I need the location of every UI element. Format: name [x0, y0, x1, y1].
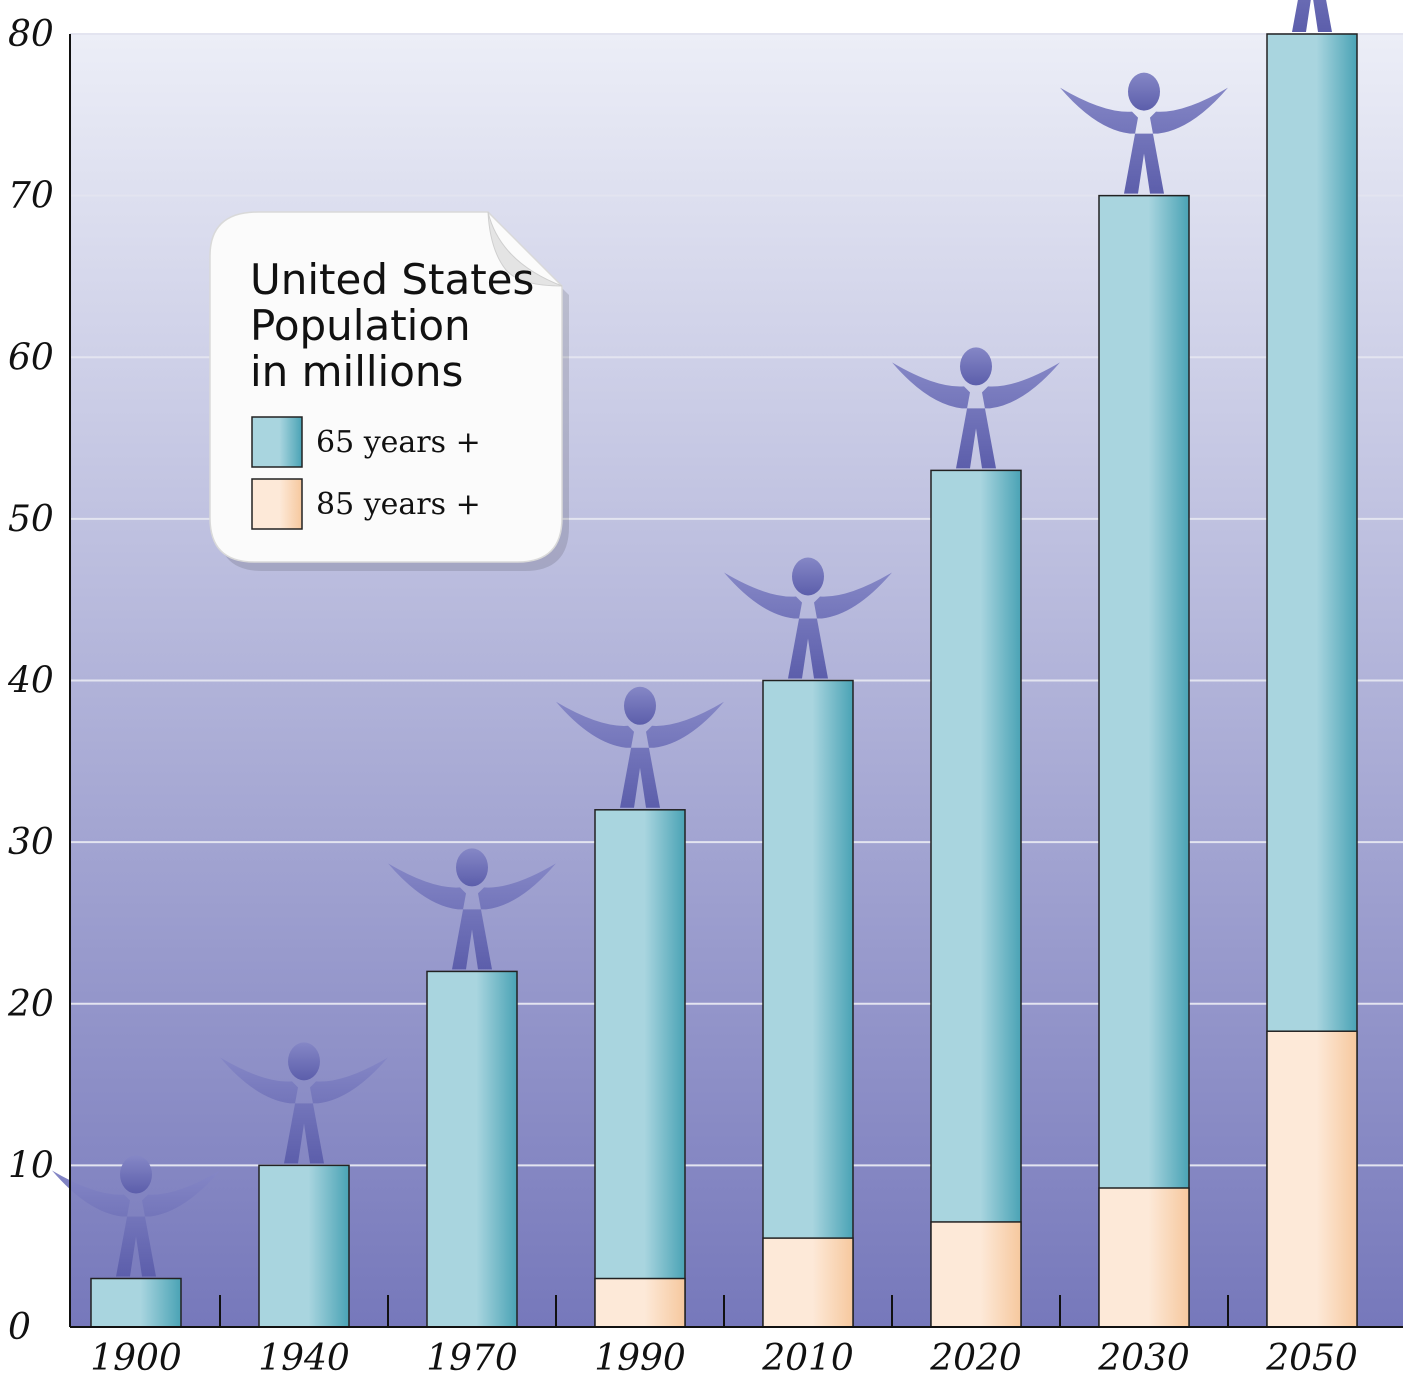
person-head: [960, 347, 992, 386]
x-tick-label: 1900: [90, 1338, 182, 1377]
person-body: [892, 362, 1060, 469]
person-icon: [388, 848, 556, 970]
axes: [69, 34, 1403, 1328]
person-icon: [892, 347, 1060, 469]
y-tick-label: 50: [8, 499, 54, 540]
y-tick-label: 80: [8, 14, 54, 55]
bar-85-years: [762, 1237, 854, 1328]
legend-page-curl: [487, 211, 563, 287]
person-head: [1128, 72, 1160, 111]
person-icon: [52, 1155, 220, 1277]
y-tick-label: 0: [8, 1307, 31, 1348]
person-icon: [1060, 72, 1228, 194]
x-tick-label: 2050: [1265, 1338, 1358, 1377]
y-tick-label: 10: [8, 1145, 54, 1186]
person-body: [1292, 0, 1332, 32]
x-tick-label: 2020: [929, 1338, 1022, 1377]
y-tick-label: 20: [7, 984, 54, 1025]
person-body: [556, 701, 724, 808]
bar-85-years: [1098, 1187, 1190, 1328]
bars: [90, 33, 1358, 1328]
legend-title-line-2: Population: [250, 301, 471, 350]
person-icon: [1292, 0, 1332, 32]
legend: United States Population in millions 65 …: [209, 211, 569, 571]
x-tick-labels: 1900 1940 1970 1990 2010 2020 2030 2050: [90, 1338, 1358, 1377]
person-body: [1060, 87, 1228, 194]
bar-85-years: [1266, 1030, 1358, 1328]
bar-85-years: [594, 1277, 686, 1328]
person-body: [724, 572, 892, 679]
person-figures: [52, 0, 1332, 1277]
person-head: [120, 1155, 152, 1194]
bar-65-years: [1098, 194, 1190, 1328]
y-tick-label: 70: [8, 176, 54, 217]
legend-swatch-65: [251, 416, 303, 468]
legend-swatch-85: [251, 478, 303, 530]
bar-65-years: [594, 809, 686, 1328]
y-tick-labels: 0 10 20 30 40 50 60 70 80: [7, 14, 54, 1348]
bar-65-years: [90, 1277, 182, 1328]
y-tick-label: 30: [8, 822, 54, 863]
legend-title-line-3: in millions: [250, 347, 463, 396]
legend-title-line-1: United States: [250, 255, 534, 304]
person-head: [792, 557, 824, 596]
person-head: [288, 1042, 320, 1081]
x-tick-label: 1970: [426, 1338, 518, 1377]
bar-65-years: [930, 469, 1022, 1328]
bar-65-years: [762, 679, 854, 1328]
legend-label-65: 65 years +: [316, 425, 481, 460]
legend-card: [209, 211, 563, 563]
person-icon: [724, 557, 892, 679]
person-body: [388, 863, 556, 970]
person-icon: [556, 686, 724, 808]
person-icon: [220, 1042, 388, 1164]
y-tick-label: 40: [7, 661, 54, 702]
bar-65-years: [426, 970, 518, 1328]
x-tick-label: 1940: [258, 1338, 350, 1377]
bar-85-years: [930, 1221, 1022, 1328]
bar-65-years: [258, 1164, 350, 1328]
legend-label-85: 85 years +: [316, 487, 481, 522]
x-tick-label: 2010: [761, 1338, 854, 1377]
person-head: [624, 686, 656, 725]
person-head: [456, 848, 488, 887]
x-tick-label: 1990: [594, 1338, 686, 1377]
x-tick-label: 2030: [1097, 1338, 1190, 1377]
person-body: [52, 1170, 220, 1277]
person-body: [220, 1057, 388, 1164]
y-tick-label: 60: [8, 337, 54, 378]
